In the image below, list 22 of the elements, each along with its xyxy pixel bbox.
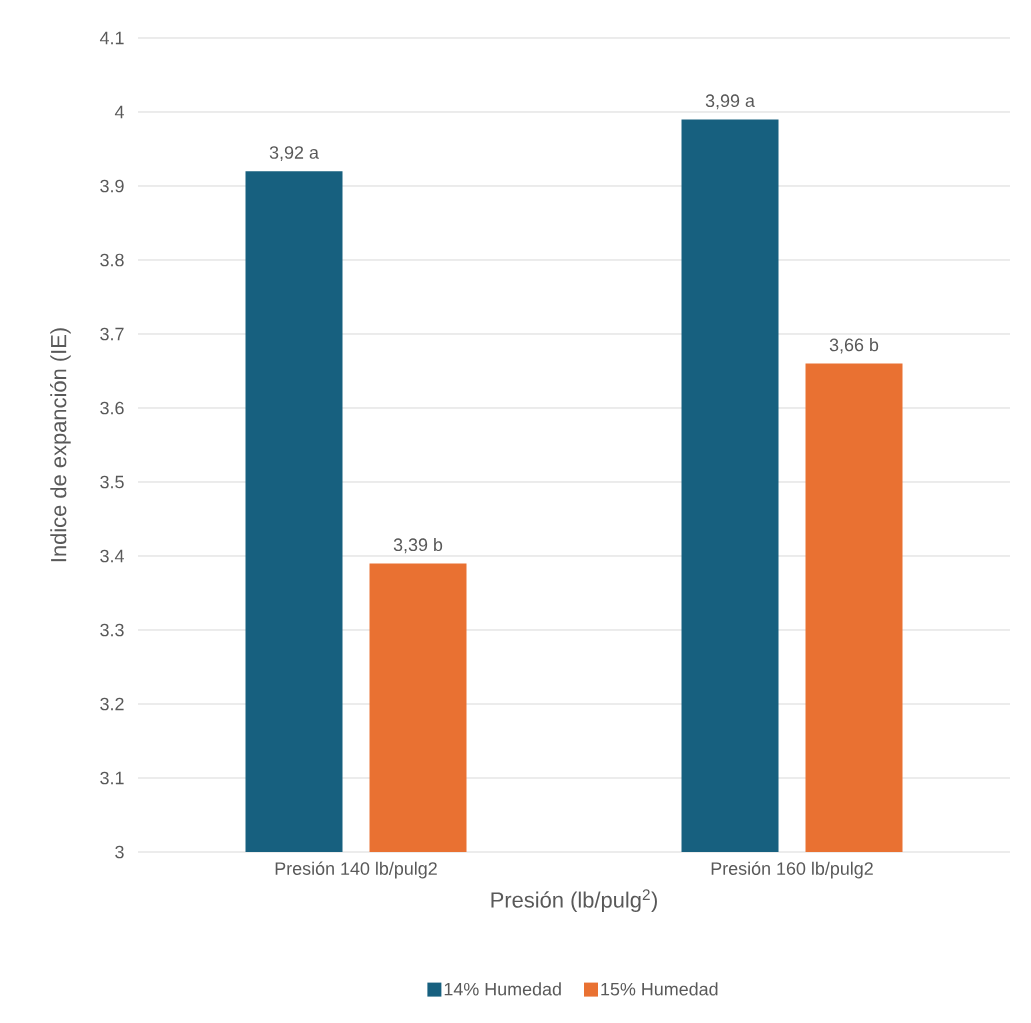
data-label: 3,66 b xyxy=(829,338,879,354)
y-tick-label: 3.3 xyxy=(100,623,124,637)
x-tick-label: Presión 140 lb/pulg2 xyxy=(275,861,437,879)
y-tick-label: 3 xyxy=(115,845,124,859)
y-tick-label: 3.1 xyxy=(100,771,124,785)
y-tick-label: 3.7 xyxy=(100,327,124,341)
y-tick-label: 3.6 xyxy=(100,401,124,415)
x-tick-label: Presión 160 lb/pulg2 xyxy=(711,861,873,879)
y-tick-label: 3.2 xyxy=(100,697,124,711)
y-tick-label: 3.8 xyxy=(100,253,124,267)
y-tick-label: 4 xyxy=(114,105,124,119)
x-axis-title: Presión (lb/pulg$^{2}$) xyxy=(491,889,657,913)
data-label: 3,99 a xyxy=(705,94,755,110)
data-label: 3,92 a xyxy=(269,146,319,161)
y-tick-label: 3.5 xyxy=(100,475,124,489)
y-tick-label: 3.9 xyxy=(100,179,124,193)
legend-label: 15% Humedad xyxy=(601,982,718,996)
y-tick-label: 3.4 xyxy=(100,549,124,563)
legend-label: 14% Humedad xyxy=(444,982,561,996)
y-tick-label: 4.1 xyxy=(99,31,124,45)
data-label: 3,39 b xyxy=(393,537,443,554)
y-axis-title: Indice de expanción (IE) xyxy=(50,328,71,562)
